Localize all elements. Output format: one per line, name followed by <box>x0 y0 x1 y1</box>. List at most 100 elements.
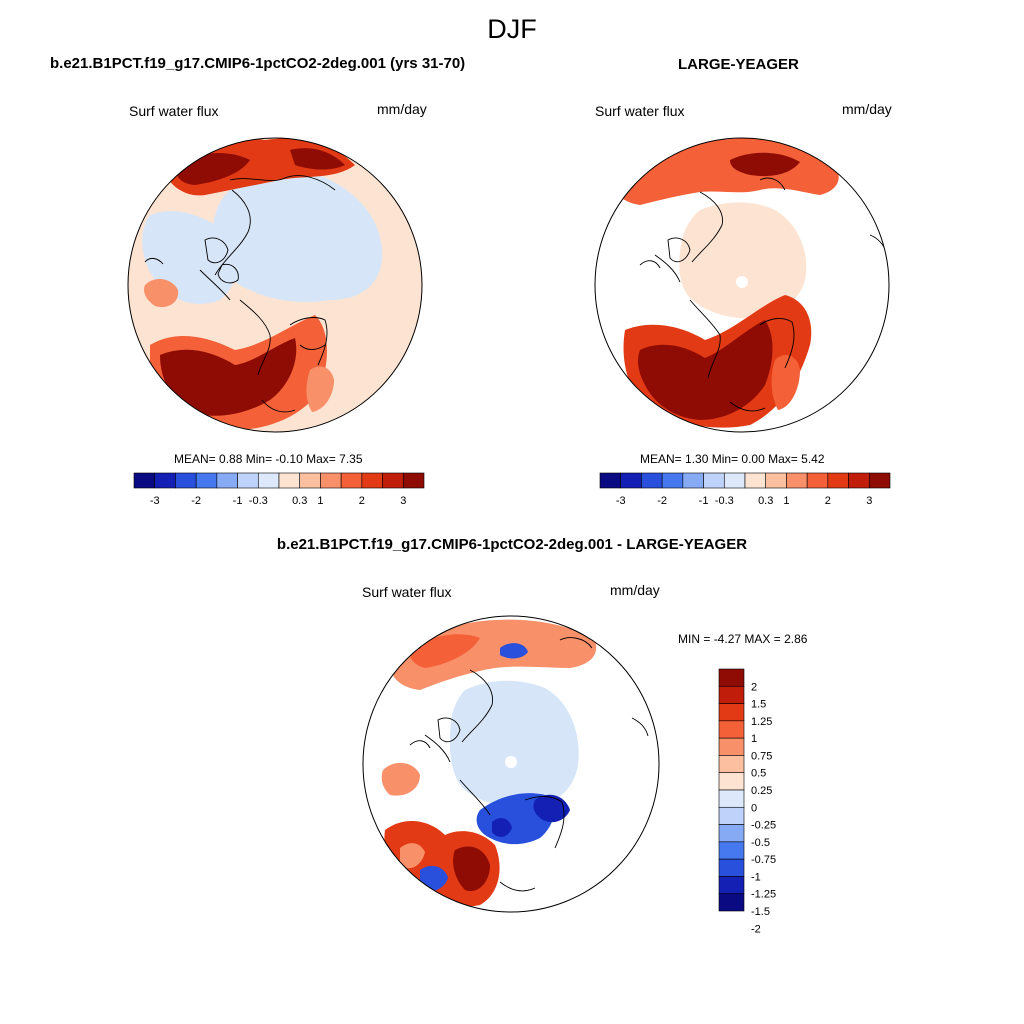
obs-colorbar-label: 3 <box>866 495 872 507</box>
case-colorbar-label: 2 <box>359 495 365 507</box>
case-mean-label: MEAN= <box>174 452 216 466</box>
case-colorbar-swatch <box>133 472 156 489</box>
diff-colorbar-label: 0.5 <box>751 768 766 780</box>
diff-nordic-red-strip <box>400 843 425 869</box>
case-colorbar-swatch <box>382 472 404 489</box>
diff-arctic-ocean-region <box>449 680 579 809</box>
diff-colorbar-label: 0 <box>751 802 757 814</box>
case-atlantic-darkred-core <box>160 338 297 416</box>
obs-map-border <box>594 137 890 433</box>
diff-colorbar-swatch <box>718 668 745 687</box>
diff-colorbar-label: 2 <box>751 681 757 693</box>
obs-pacific-darkred-core <box>730 152 800 177</box>
case-colorbar-swatch <box>216 472 238 489</box>
case-pacific-darkred-east <box>290 148 345 170</box>
case-panel-title: b.e21.B1PCT.f19_g17.CMIP6-1pctCO2-2deg.0… <box>50 55 466 72</box>
diff-colorbar-swatch <box>718 772 745 791</box>
diff-polar-map <box>363 616 659 912</box>
obs-colorbar-swatch <box>765 472 787 489</box>
case-mean-value: 0.88 <box>219 452 243 466</box>
obs-colorbar-label: -1 <box>699 495 709 507</box>
diff-min-label: MIN = <box>678 632 711 646</box>
case-colorbar-label: -3 <box>150 495 160 507</box>
diff-coastlines <box>409 637 649 892</box>
diff-colorbar: 2 1.5 1.25 1 0.75 0.5 0.25 0 -0.25 -0.5 -0.75 -1 -1.… <box>718 668 776 935</box>
case-colorbar-swatch <box>175 472 197 489</box>
case-colorbar-label: -1 <box>233 495 243 507</box>
case-colorbar-swatch <box>195 472 218 489</box>
obs-colorbar-swatch <box>744 472 767 489</box>
obs-colorbar-swatch <box>599 472 622 489</box>
obs-colorbar: -3 -2 -1 -0.3 0.3 1 2 3 <box>599 472 891 507</box>
diff-colorbar-swatch <box>718 720 745 739</box>
obs-colorbar-label: 1 <box>783 495 789 507</box>
case-colorbar-swatch <box>237 472 259 489</box>
obs-arctic-ocean-region <box>679 202 807 319</box>
case-colorbar-swatch <box>361 472 383 489</box>
obs-min-value: 0.00 <box>741 452 765 466</box>
diff-canada-red-spot <box>381 762 420 796</box>
diff-colorbar-label: 1.25 <box>751 716 772 728</box>
diff-bering-blue-patch <box>500 643 528 659</box>
diff-colorbar-label: -1.5 <box>751 906 770 918</box>
case-polar-map <box>128 138 422 432</box>
obs-colorbar-swatch <box>868 472 891 489</box>
case-colorbar-swatch <box>340 472 363 489</box>
diff-colorbar-label: -0.5 <box>751 837 770 849</box>
diff-norway-blue-patch <box>420 865 448 892</box>
obs-max-value: 5.42 <box>801 452 825 466</box>
case-stats: MEAN= 0.88 Min= -0.10 Max= 7.35 <box>174 452 363 466</box>
diff-colorbar-swatch <box>718 737 745 756</box>
diff-pacific-red-core <box>409 634 480 668</box>
obs-colorbar-swatch <box>620 472 642 489</box>
diff-colorbar-label: -2 <box>751 923 761 935</box>
case-max-value: 7.35 <box>339 452 363 466</box>
obs-colorbar-label: -3 <box>616 495 626 507</box>
case-colorbar-swatch <box>257 472 280 489</box>
obs-colorbar-label: 0.3 <box>758 495 773 507</box>
obs-colorbar-swatch <box>703 472 725 489</box>
case-norway-red-strip <box>306 366 334 412</box>
obs-mean-label: MEAN= <box>640 452 682 466</box>
case-min-value: -0.10 <box>275 452 303 466</box>
diff-colorbar-swatch <box>718 755 745 774</box>
obs-variable-label: Surf water flux <box>595 103 685 119</box>
obs-stats: MEAN= 1.30 Min= 0.00 Max= 5.42 <box>640 452 825 466</box>
obs-colorbar-swatch <box>682 472 704 489</box>
obs-polar-map <box>595 138 889 432</box>
obs-coastlines <box>639 177 887 412</box>
diff-pole-hole <box>505 756 517 768</box>
diff-colorbar-swatch <box>718 824 745 843</box>
case-labrador-red-spot <box>144 278 179 308</box>
diff-colorbar-label: -0.75 <box>751 854 776 866</box>
obs-mean-value: 1.30 <box>685 452 709 466</box>
diff-colorbar-label: 0.75 <box>751 750 772 762</box>
diff-greenland-sea-darkblue <box>492 818 512 837</box>
obs-colorbar-label: 2 <box>825 495 831 507</box>
diff-panel-title: b.e21.B1PCT.f19_g17.CMIP6-1pctCO2-2deg.0… <box>276 536 748 553</box>
obs-pole-hole <box>736 276 748 288</box>
diff-min-value: -4.27 <box>713 632 742 646</box>
obs-colorbar-swatch <box>786 472 808 489</box>
diff-colorbar-label: 1.5 <box>751 699 766 711</box>
diff-colorbar-label: -1.25 <box>751 889 776 901</box>
obs-colorbar-swatch <box>661 472 684 489</box>
obs-colorbar-swatch <box>827 472 849 489</box>
case-colorbar-label: 3 <box>400 495 406 507</box>
diff-max-value: 2.86 <box>784 632 808 646</box>
diff-colorbar-swatch <box>718 893 745 912</box>
obs-units-label: mm/day <box>842 101 892 117</box>
obs-colorbar-label: -2 <box>657 495 667 507</box>
case-colorbar-label: 0.3 <box>292 495 307 507</box>
case-arctic-ocean-region <box>211 167 383 302</box>
diff-map-border <box>362 615 660 913</box>
obs-colorbar-swatch <box>723 472 746 489</box>
case-map-border <box>127 137 423 433</box>
diff-colorbar-swatch <box>718 876 745 895</box>
diff-stats: MIN = -4.27 MAX = 2.86 <box>678 632 807 646</box>
case-variable-label: Surf water flux <box>129 103 219 119</box>
case-colorbar: -3 -2 -1 -0.3 0.3 1 2 3 <box>133 472 425 507</box>
season-title: DJF <box>487 14 537 44</box>
diff-colorbar-swatch <box>718 685 745 704</box>
